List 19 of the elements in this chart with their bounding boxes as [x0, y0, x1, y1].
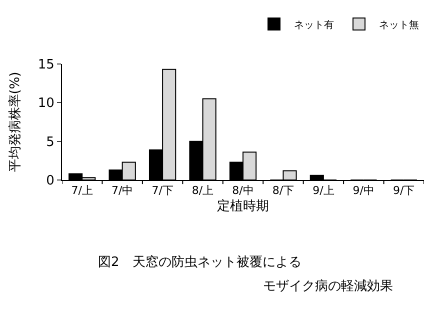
legend-label: ネット無 — [379, 18, 419, 31]
caption: 図2 天窓の防虫ネット被覆による — [98, 254, 302, 270]
x-tick-label: 8/上 — [192, 184, 214, 198]
x-tick-label: 8/下 — [272, 184, 294, 198]
x-tick-label: 7/下 — [152, 184, 174, 198]
x-tick-label: 7/中 — [111, 184, 134, 198]
y-axis-title: 平均発病株率(%) — [6, 72, 23, 172]
y-tick-label: 10 — [38, 96, 54, 112]
x-tick-label: 9/上 — [312, 184, 334, 198]
x-axis-title: 定植時期 — [217, 198, 269, 214]
legend-label: ネット有 — [294, 18, 334, 31]
x-tick-label: 7/上 — [71, 184, 93, 198]
text: モザイク病の軽減効果 — [263, 279, 393, 294]
y-tick-label: 5 — [46, 134, 54, 150]
y-tick-label: 15 — [38, 58, 54, 73]
x-tick-label: 9/下 — [393, 184, 415, 198]
x-tick-label: 9/中 — [352, 184, 375, 198]
y-tick-label: 0 — [46, 174, 54, 189]
x-tick-label: 8/中 — [232, 184, 254, 198]
